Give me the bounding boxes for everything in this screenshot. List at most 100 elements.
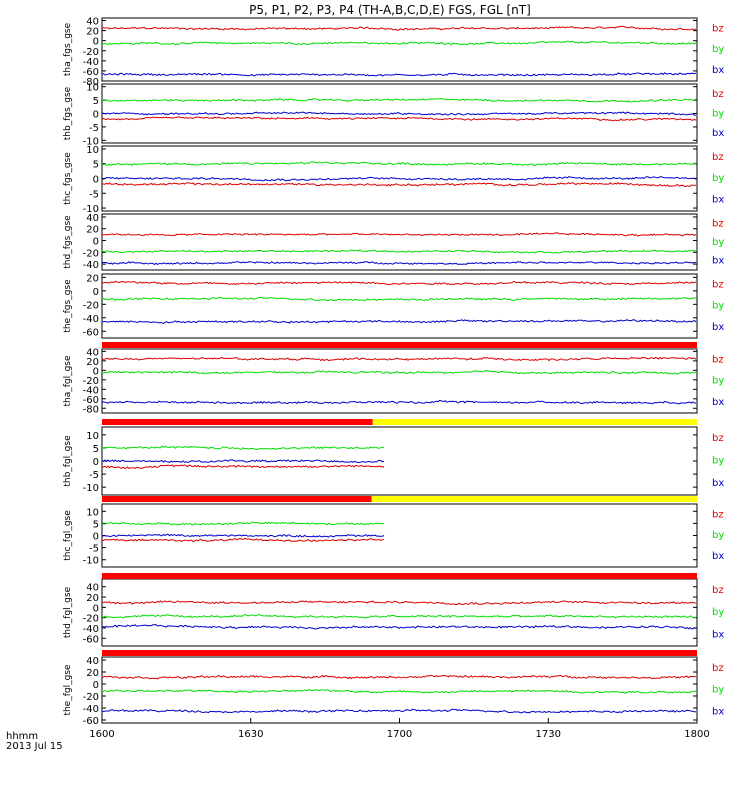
series-line-bx — [101, 708, 697, 714]
panel-ylabel: tha_fgs_gse — [63, 22, 73, 76]
legend-by: by — [712, 44, 724, 55]
status-segment-red — [102, 342, 697, 348]
y-tick-label: 10 — [86, 507, 99, 518]
series-line-by — [101, 614, 697, 619]
y-tick-label: -80 — [83, 77, 99, 88]
panel-ylabel: tha_fgl_gse — [63, 355, 73, 407]
panel-ylabel: thd_fgs_gse — [63, 215, 73, 269]
y-tick-label: -60 — [83, 634, 99, 645]
panel-thc-fgl-gse: 105 0-5-10 thc_fgl_gse bz by bx — [63, 503, 724, 568]
legend-bx: bx — [712, 478, 724, 489]
y-tick-label: -40 — [83, 260, 99, 271]
panel-frame — [101, 578, 698, 647]
y-tick-label: -10 — [83, 204, 99, 215]
y-tick-label: -20 — [83, 614, 99, 625]
x-axis-date-label: 2013 Jul 15 — [6, 741, 63, 752]
status-bar — [102, 419, 697, 425]
y-tick-label: -40 — [83, 704, 99, 715]
legend-by: by — [712, 685, 724, 696]
status-bar — [102, 650, 697, 656]
series-line-bx — [101, 459, 385, 464]
y-tick-label: -40 — [83, 57, 99, 68]
status-bar — [102, 342, 697, 348]
status-segment-yellow — [371, 496, 697, 502]
y-tick-label: 40 — [86, 656, 99, 667]
y-tick-label: 20 — [86, 668, 99, 679]
y-tick-label: -40 — [83, 385, 99, 396]
y-tick-label: 0 — [93, 175, 99, 186]
series-line-bx — [101, 176, 697, 182]
series-line-by — [101, 98, 697, 103]
x-tick-label: 1630 — [238, 729, 263, 740]
y-tick-label: 40 — [86, 213, 99, 224]
panel-the-fgs-gse: 20 0 -20 -40 -60 the_fgs_gse bz by bx — [63, 273, 724, 339]
series-line-bx — [102, 533, 385, 538]
panel-ylabel: the_fgs_gse — [63, 279, 73, 333]
legend-bz: bz — [712, 152, 724, 163]
status-bar — [102, 496, 697, 502]
series-line-by — [101, 296, 697, 302]
legend-bz: bz — [712, 280, 724, 291]
x-tick-label: 1800 — [684, 729, 709, 740]
legend-by: by — [712, 607, 724, 618]
y-tick-label: -20 — [83, 300, 99, 311]
y-tick-label: -20 — [83, 248, 99, 259]
y-tick-label: -60 — [83, 327, 99, 338]
y-tick-label: 0 — [93, 457, 99, 468]
legend-bx: bx — [712, 397, 724, 408]
y-tick-label: 10 — [86, 145, 99, 156]
panel-ylabel: thc_fgs_gse — [63, 152, 73, 205]
legend-bx: bx — [712, 322, 724, 333]
legend-bz: bz — [712, 433, 724, 444]
y-tick-label: 20 — [86, 593, 99, 604]
series-line-bz — [101, 356, 697, 362]
series-line-by — [101, 688, 697, 694]
y-tick-label: -60 — [83, 395, 99, 406]
y-tick-label: -5 — [89, 470, 99, 481]
status-segment-red — [102, 419, 373, 425]
y-tick-label: -10 — [83, 483, 99, 494]
y-tick-label: 0 — [93, 680, 99, 691]
legend-bx: bx — [712, 255, 724, 266]
y-tick-label: 0 — [93, 532, 99, 543]
y-tick-label: -10 — [83, 556, 99, 567]
series-line-bx — [101, 399, 697, 405]
y-tick-label: 20 — [86, 27, 99, 38]
panel-thc-fgs-gse: 10 5 0 -5 -10 thc_fgs_gse bz by bx — [63, 145, 724, 215]
x-axis-unit-label: hhmm — [6, 731, 38, 742]
y-tick-label: 5 — [93, 519, 99, 530]
status-bar — [102, 573, 697, 579]
series-line-bx — [101, 111, 697, 116]
panel-frame — [101, 17, 698, 82]
panel-ylabel: thb_fgs_gse — [63, 86, 73, 140]
series-line-by — [102, 521, 385, 526]
y-tick-label: -20 — [83, 376, 99, 387]
status-segment-red — [102, 573, 697, 579]
series-line-by — [101, 40, 697, 46]
y-tick-label: -60 — [83, 716, 99, 727]
status-segment-red — [102, 496, 372, 502]
series-line-bz — [101, 280, 697, 286]
legend-by: by — [712, 108, 724, 119]
series-line-bx — [101, 261, 697, 266]
series-line-bx — [101, 624, 697, 630]
series-line-bz — [101, 181, 697, 188]
y-tick-label: 10 — [86, 431, 99, 442]
status-segment-red — [102, 650, 697, 656]
status-segment-yellow — [372, 419, 697, 425]
y-tick-label: -5 — [89, 544, 99, 555]
series-line-by — [101, 370, 697, 375]
panel-ylabel: thd_fgl_gse — [63, 586, 73, 638]
x-tick-label: 1700 — [387, 729, 412, 740]
y-tick-label: -5 — [89, 189, 99, 200]
legend-by: by — [712, 456, 724, 467]
legend-by: by — [712, 237, 724, 248]
y-tick-label: 40 — [86, 583, 99, 594]
series-line-bz — [101, 116, 697, 122]
panel-frame — [101, 348, 698, 414]
